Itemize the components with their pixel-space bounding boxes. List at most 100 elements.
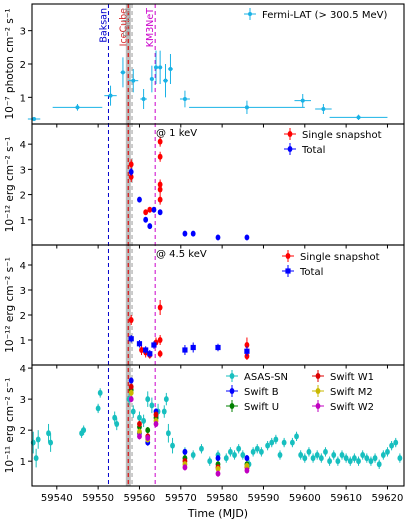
panel-1-series-1-point-9 [163, 78, 168, 83]
panel-1-background [32, 4, 404, 124]
panel-4-ytick-label-2: 3 [20, 395, 26, 406]
event-label-2: IceCube [118, 8, 129, 47]
panel-4-legend-symbol-1 [226, 370, 238, 382]
panel-4-legend-label-2: Swift B [244, 387, 279, 398]
panel-4-legend-symbol-2 [226, 385, 238, 397]
panel-2-series-2-point-6 [182, 230, 188, 237]
panel-1-ytick-label-2: 3 [20, 27, 26, 38]
panel-3-annotation: @ 4.5 keV [156, 249, 207, 260]
panel-4-series-1-point-3 [46, 430, 51, 437]
panel-4-series-6 [128, 396, 250, 477]
panel-2-series-2-point-8 [215, 234, 221, 241]
panel-4-series-1-point-14 [141, 417, 147, 424]
panel-3-legend-symbol-2 [282, 265, 294, 277]
panel-3-series-2-point-1 [136, 341, 143, 347]
panel-4-series-1-point-37 [269, 439, 275, 446]
panel-3-ytick-label-0: 1 [20, 336, 26, 347]
panel-4-series-6-point-4 [182, 464, 188, 471]
panel-2-ytick-label-1: 2 [20, 191, 26, 202]
panel-1-series-1-point-6 [149, 77, 154, 81]
panel-4-series-1-point-8 [97, 389, 103, 396]
panel-1-series-1 [27, 50, 388, 121]
panel-4-series-1-point-53 [339, 451, 345, 458]
panel-2-series-1-point-2 [143, 209, 149, 216]
panel-2-series-1-point-5 [157, 153, 163, 160]
panel-4-series-1-point-9 [112, 414, 118, 421]
panel-2-legend-label-1: Single snapshot [302, 130, 382, 141]
panel-4-ytick-label-0: 1 [20, 457, 26, 468]
panel-2-ytick-label-3: 4 [20, 140, 26, 151]
panel-1-series-1-point-4 [131, 78, 136, 83]
panel-4-series-5-point-0 [128, 389, 134, 396]
event-label-4: KM3NeT [145, 8, 156, 47]
panel-4-series-1-point-56 [352, 455, 357, 462]
frames-layer [28, 3, 405, 490]
panel-2-series-2-point-4 [151, 206, 157, 213]
panel-4-series-6-point-5 [215, 470, 221, 477]
panel-4-series-1-point-55 [347, 458, 353, 465]
panel-4-series-1-point-28 [228, 448, 233, 455]
xtick-label-2: 59560 [124, 493, 156, 504]
event-label-1: Baksan [98, 8, 109, 43]
panel-1-series-1-point-11 [182, 97, 187, 101]
panel-2-series-2-point-7 [190, 230, 196, 237]
panel-4-legend-label-6: Swift W2 [330, 402, 374, 413]
panel-3-ytick-label-2: 3 [20, 286, 26, 297]
panel-4-series-1-point-44 [302, 455, 308, 462]
panel-3-series-2-point-3 [147, 351, 153, 357]
panel-4-series-6-point-2 [145, 434, 151, 441]
panel-4-series-1-point-16 [149, 402, 155, 409]
panel-4-series-5-point-6 [244, 462, 250, 469]
panel-2-series-1-point-7 [157, 186, 163, 193]
panel-2-legend: Single snapshot Total [284, 128, 382, 156]
panel-4-series-6-point-0 [128, 396, 134, 403]
panel-4-series-1-point-66 [393, 439, 399, 446]
panel-3-series-2-point-5 [182, 347, 188, 353]
x-axis-label: Time (MJD) [187, 507, 248, 520]
panel-1-series-1-point-5 [141, 97, 146, 101]
panel-1-ytick-label-1: 2 [20, 60, 26, 71]
panel-2-series-1-point-4 [157, 138, 163, 145]
panel-4-series-1-point-67 [397, 455, 403, 462]
panel-4-series-1-point-21 [170, 442, 175, 449]
panel-3-series-2-point-4 [151, 342, 157, 348]
panel-4-series-1-point-35 [259, 448, 264, 455]
panel-4-series-1-point-34 [254, 445, 260, 452]
panel-4-series-1-point-33 [250, 448, 256, 455]
panel-2-legend-label-2: Total [301, 145, 325, 156]
panel-2-legend-symbol-2 [284, 143, 296, 155]
panel-4-series-1-point-47 [314, 451, 320, 458]
panel-4-series-1-point-52 [335, 458, 341, 465]
panel-1-legend-symbol-1 [244, 8, 256, 20]
panel-4-legend-label-4: Swift W1 [330, 372, 374, 383]
panel-3-ytick-label-1: 2 [20, 311, 26, 322]
panels-layer [32, 4, 404, 486]
panel-4-series-1-point-51 [331, 451, 337, 458]
panel-4-series-1-point-42 [294, 433, 299, 440]
panel-1-series-1-point-15 [356, 115, 361, 120]
panel-4-legend-label-1: ASAS-SN [244, 372, 288, 383]
panel-4-series-6-point-6 [244, 467, 250, 474]
panel-4-series-1-point-10 [114, 420, 120, 427]
panel-4-series-1-point-48 [318, 455, 324, 462]
panel-4-series-2-point-5 [215, 455, 221, 462]
xtick-label-1: 59550 [82, 493, 114, 504]
xtick-label-8: 59620 [372, 493, 404, 504]
panel-4-series-1-point-64 [385, 448, 390, 455]
panel-3-series-1-point-6 [157, 337, 163, 343]
panel-4-series-1-point-1 [33, 455, 39, 462]
panel-4-series-5-point-1 [137, 428, 142, 435]
panel-4-series-2-point-4 [182, 448, 188, 455]
panel-4-series-1-point-38 [273, 436, 279, 443]
panel-4-series-1-point-15 [145, 396, 151, 403]
panel-3-series-2-point-2 [143, 347, 149, 353]
panel-4-series-1-point-40 [281, 439, 287, 446]
panel-3-legend-label-1: Single snapshot [300, 252, 380, 263]
panel-1-series-1-point-12 [244, 105, 249, 110]
panel-2-series-2-point-1 [137, 196, 142, 203]
panel-4-series-1-point-4 [48, 439, 53, 446]
panel-4-series-1-point-31 [240, 451, 246, 458]
panel-4-series-1-point-23 [190, 451, 196, 458]
panel-3-legend-symbol-1 [282, 250, 294, 262]
